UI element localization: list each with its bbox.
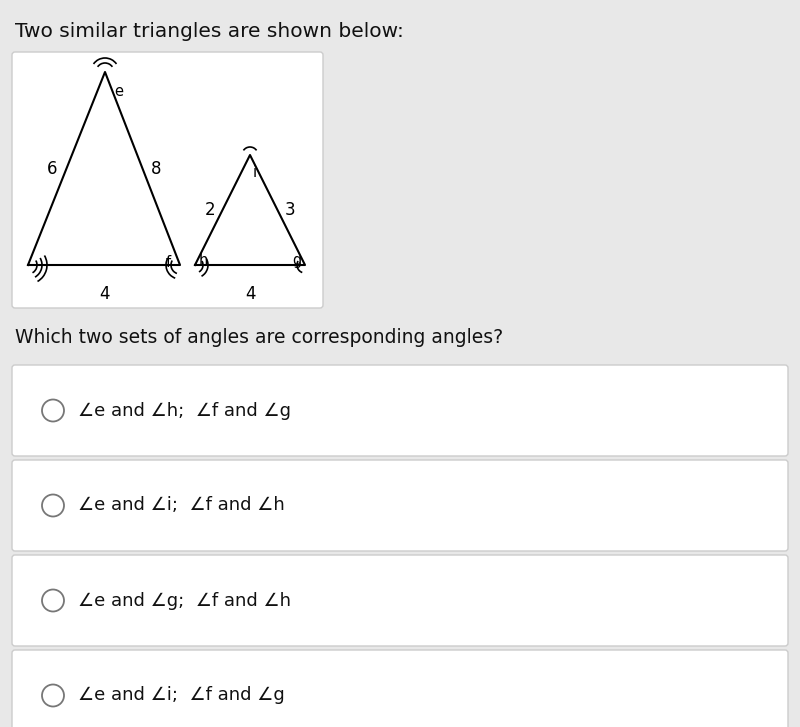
Text: g: g [292,253,302,268]
Text: i: i [253,165,257,180]
Circle shape [42,590,64,611]
Text: ∠e and ∠i;  ∠f and ∠h: ∠e and ∠i; ∠f and ∠h [78,497,285,515]
Text: Two similar triangles are shown below:: Two similar triangles are shown below: [15,22,404,41]
FancyBboxPatch shape [12,52,323,308]
Text: ∠e and ∠i;  ∠f and ∠g: ∠e and ∠i; ∠f and ∠g [78,686,285,704]
FancyBboxPatch shape [12,555,788,646]
Circle shape [42,685,64,707]
Text: 4: 4 [245,285,255,303]
Text: Which two sets of angles are corresponding angles?: Which two sets of angles are correspondi… [15,328,503,347]
FancyBboxPatch shape [12,650,788,727]
Text: e: e [114,84,123,99]
Circle shape [42,400,64,422]
FancyBboxPatch shape [12,365,788,456]
Text: ∠e and ∠h;  ∠f and ∠g: ∠e and ∠h; ∠f and ∠g [78,401,291,419]
Text: 4: 4 [98,285,110,303]
Text: 6: 6 [47,159,58,177]
Text: h: h [198,253,208,268]
Text: 2: 2 [205,201,216,219]
Text: 8: 8 [151,159,162,177]
Text: 3: 3 [284,201,295,219]
Text: ∠e and ∠g;  ∠f and ∠h: ∠e and ∠g; ∠f and ∠h [78,592,291,609]
FancyBboxPatch shape [12,460,788,551]
Circle shape [42,494,64,516]
Text: f: f [166,255,170,270]
